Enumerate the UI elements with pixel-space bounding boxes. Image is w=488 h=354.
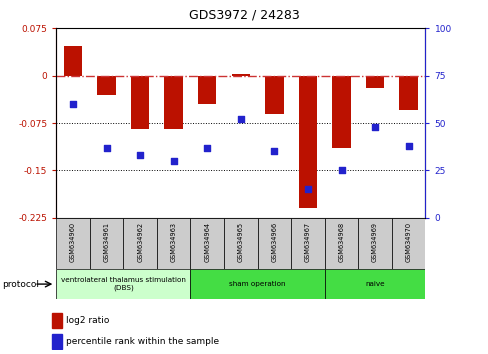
Bar — [231, 74, 249, 76]
Point — [270, 149, 278, 154]
Bar — [332, 76, 350, 148]
Point — [69, 101, 77, 107]
Text: GSM634967: GSM634967 — [305, 222, 310, 262]
Bar — [365, 76, 384, 88]
Bar — [56, 218, 90, 269]
Text: naive: naive — [365, 281, 384, 287]
Bar — [164, 76, 183, 129]
Bar — [324, 269, 425, 299]
Text: GSM634962: GSM634962 — [137, 222, 143, 262]
Bar — [90, 218, 123, 269]
Bar — [63, 46, 82, 76]
Text: GSM634970: GSM634970 — [405, 222, 411, 262]
Point — [236, 116, 244, 122]
Text: GSM634965: GSM634965 — [237, 222, 244, 262]
Bar — [290, 218, 324, 269]
Bar — [56, 269, 190, 299]
Text: GSM634961: GSM634961 — [103, 222, 109, 262]
Point — [169, 158, 177, 164]
Point — [136, 152, 144, 158]
Bar — [264, 76, 283, 114]
Point — [102, 145, 110, 150]
Text: GSM634964: GSM634964 — [204, 222, 210, 262]
Bar — [399, 76, 417, 110]
Text: GSM634969: GSM634969 — [371, 222, 377, 262]
Bar — [190, 269, 324, 299]
Text: GSM634963: GSM634963 — [170, 222, 176, 262]
Bar — [157, 218, 190, 269]
Bar — [190, 218, 224, 269]
Point — [304, 187, 311, 192]
Point — [337, 167, 345, 173]
Point — [203, 145, 211, 150]
Text: sham operation: sham operation — [229, 281, 285, 287]
Bar — [391, 218, 425, 269]
Point — [404, 143, 412, 149]
Bar — [123, 218, 157, 269]
Bar — [52, 334, 62, 348]
Bar — [224, 218, 257, 269]
Bar — [52, 313, 62, 328]
Text: GSM634960: GSM634960 — [70, 222, 76, 262]
Text: GSM634968: GSM634968 — [338, 222, 344, 262]
Point — [370, 124, 378, 130]
Bar — [198, 76, 216, 104]
Text: ventrolateral thalamus stimulation
(DBS): ventrolateral thalamus stimulation (DBS) — [61, 277, 185, 291]
Bar — [257, 218, 290, 269]
Bar — [298, 76, 317, 208]
Text: GDS3972 / 24283: GDS3972 / 24283 — [189, 9, 299, 22]
Text: percentile rank within the sample: percentile rank within the sample — [66, 337, 219, 346]
Bar — [358, 218, 391, 269]
Bar — [131, 76, 149, 129]
Text: protocol: protocol — [2, 280, 40, 289]
Bar — [324, 218, 358, 269]
Bar — [97, 76, 116, 95]
Text: log2 ratio: log2 ratio — [66, 316, 109, 325]
Text: GSM634966: GSM634966 — [271, 222, 277, 262]
